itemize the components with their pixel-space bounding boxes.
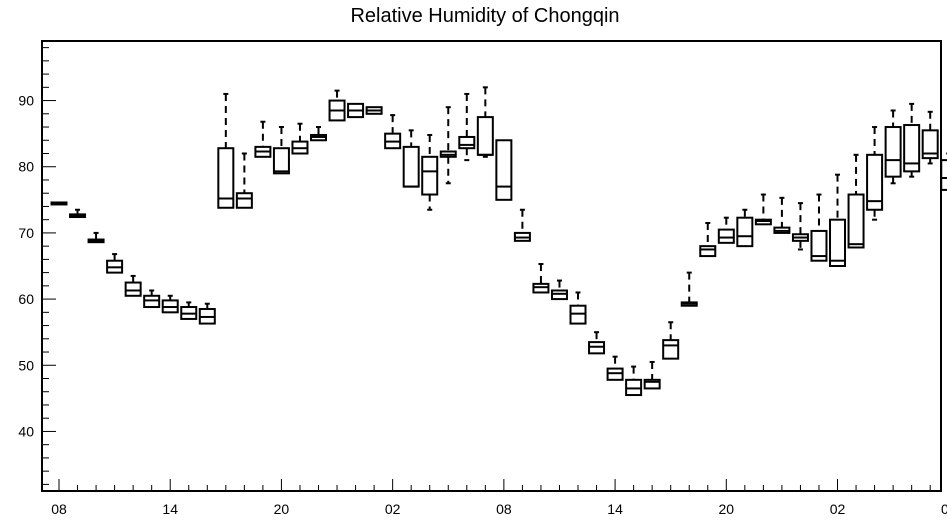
box-8 bbox=[198, 302, 216, 325]
box-37 bbox=[736, 208, 754, 248]
box-1 bbox=[69, 208, 87, 219]
box-15 bbox=[328, 89, 346, 122]
box-19 bbox=[402, 129, 420, 188]
box-38 bbox=[754, 193, 772, 226]
box-20 bbox=[421, 133, 439, 211]
box-25 bbox=[513, 208, 531, 242]
box-29 bbox=[588, 331, 606, 355]
box-24 bbox=[495, 139, 513, 201]
iqr-box bbox=[810, 229, 828, 262]
box-18 bbox=[384, 114, 402, 150]
x-tick-label: 20 bbox=[274, 501, 290, 517]
iqr-box bbox=[736, 216, 754, 248]
box-44 bbox=[866, 126, 884, 221]
box-4 bbox=[124, 274, 142, 297]
box-10 bbox=[235, 152, 253, 209]
box-series bbox=[50, 86, 947, 397]
iqr-box bbox=[866, 153, 884, 211]
x-tick-label: 14 bbox=[607, 501, 623, 517]
y-tick-label: 90 bbox=[18, 93, 34, 109]
iqr-box bbox=[829, 218, 847, 267]
iqr-box bbox=[235, 192, 253, 209]
iqr-box bbox=[643, 378, 661, 390]
box-0 bbox=[50, 201, 68, 206]
iqr-box bbox=[421, 155, 439, 196]
x-tick-label: 20 bbox=[719, 501, 735, 517]
x-tick-label: 08 bbox=[51, 501, 67, 517]
box-2 bbox=[87, 231, 105, 244]
box-3 bbox=[106, 253, 124, 274]
box-39 bbox=[773, 196, 791, 234]
box-17 bbox=[365, 106, 383, 115]
box-27 bbox=[550, 279, 568, 301]
box-9 bbox=[217, 92, 235, 209]
box-16 bbox=[347, 102, 365, 119]
box-31 bbox=[625, 365, 643, 397]
box-26 bbox=[532, 263, 550, 294]
iqr-box bbox=[217, 147, 235, 209]
x-tick-label: 08 bbox=[941, 501, 947, 517]
box-43 bbox=[847, 153, 865, 249]
iqr-box bbox=[495, 139, 513, 201]
box-30 bbox=[606, 355, 624, 381]
iqr-box bbox=[402, 145, 420, 188]
chart-title: Relative Humidity of Chongqin bbox=[350, 5, 619, 27]
box-32 bbox=[643, 360, 661, 390]
y-axis: 40 50 60 70 80 90 bbox=[18, 47, 56, 485]
box-11 bbox=[254, 120, 272, 158]
box-35 bbox=[699, 221, 717, 258]
box-5 bbox=[143, 289, 161, 309]
box-46 bbox=[903, 102, 921, 178]
box-36 bbox=[717, 216, 735, 244]
box-41 bbox=[810, 193, 828, 262]
iqr-box bbox=[699, 245, 717, 258]
y-tick-label: 60 bbox=[18, 291, 34, 307]
x-tick-label: 14 bbox=[162, 501, 178, 517]
y-tick-label: 40 bbox=[18, 423, 34, 439]
y-tick-label: 70 bbox=[18, 225, 34, 241]
x-tick-label: 02 bbox=[830, 501, 846, 517]
x-tick-label: 02 bbox=[385, 501, 401, 517]
iqr-box bbox=[921, 129, 939, 160]
box-28 bbox=[569, 291, 587, 325]
box-13 bbox=[291, 122, 309, 155]
box-40 bbox=[791, 202, 809, 251]
box-12 bbox=[272, 126, 290, 175]
y-tick-label: 50 bbox=[18, 357, 34, 373]
box-45 bbox=[884, 109, 902, 185]
box-14 bbox=[310, 126, 328, 142]
box-23 bbox=[476, 86, 494, 158]
box-42 bbox=[829, 173, 847, 267]
box-7 bbox=[180, 301, 198, 320]
iqr-box bbox=[884, 126, 902, 178]
box-33 bbox=[662, 321, 680, 360]
box-22 bbox=[458, 92, 476, 162]
box-6 bbox=[161, 294, 179, 314]
y-tick-label: 80 bbox=[18, 159, 34, 175]
iqr-box bbox=[476, 116, 494, 156]
plot-frame bbox=[41, 40, 942, 492]
iqr-box bbox=[940, 159, 947, 191]
box-47 bbox=[921, 110, 939, 165]
iqr-box bbox=[458, 135, 476, 150]
iqr-box bbox=[903, 124, 921, 173]
iqr-box bbox=[662, 339, 680, 360]
box-48 bbox=[940, 152, 947, 191]
iqr-box bbox=[717, 228, 735, 244]
box-34 bbox=[680, 271, 698, 307]
box-21 bbox=[439, 106, 457, 185]
iqr-box bbox=[124, 281, 142, 297]
x-axis: 08 14 20 02 08 14 20 02 08 bbox=[51, 479, 947, 517]
iqr-box bbox=[272, 147, 290, 175]
x-tick-label: 08 bbox=[496, 501, 512, 517]
iqr-box bbox=[847, 193, 865, 249]
